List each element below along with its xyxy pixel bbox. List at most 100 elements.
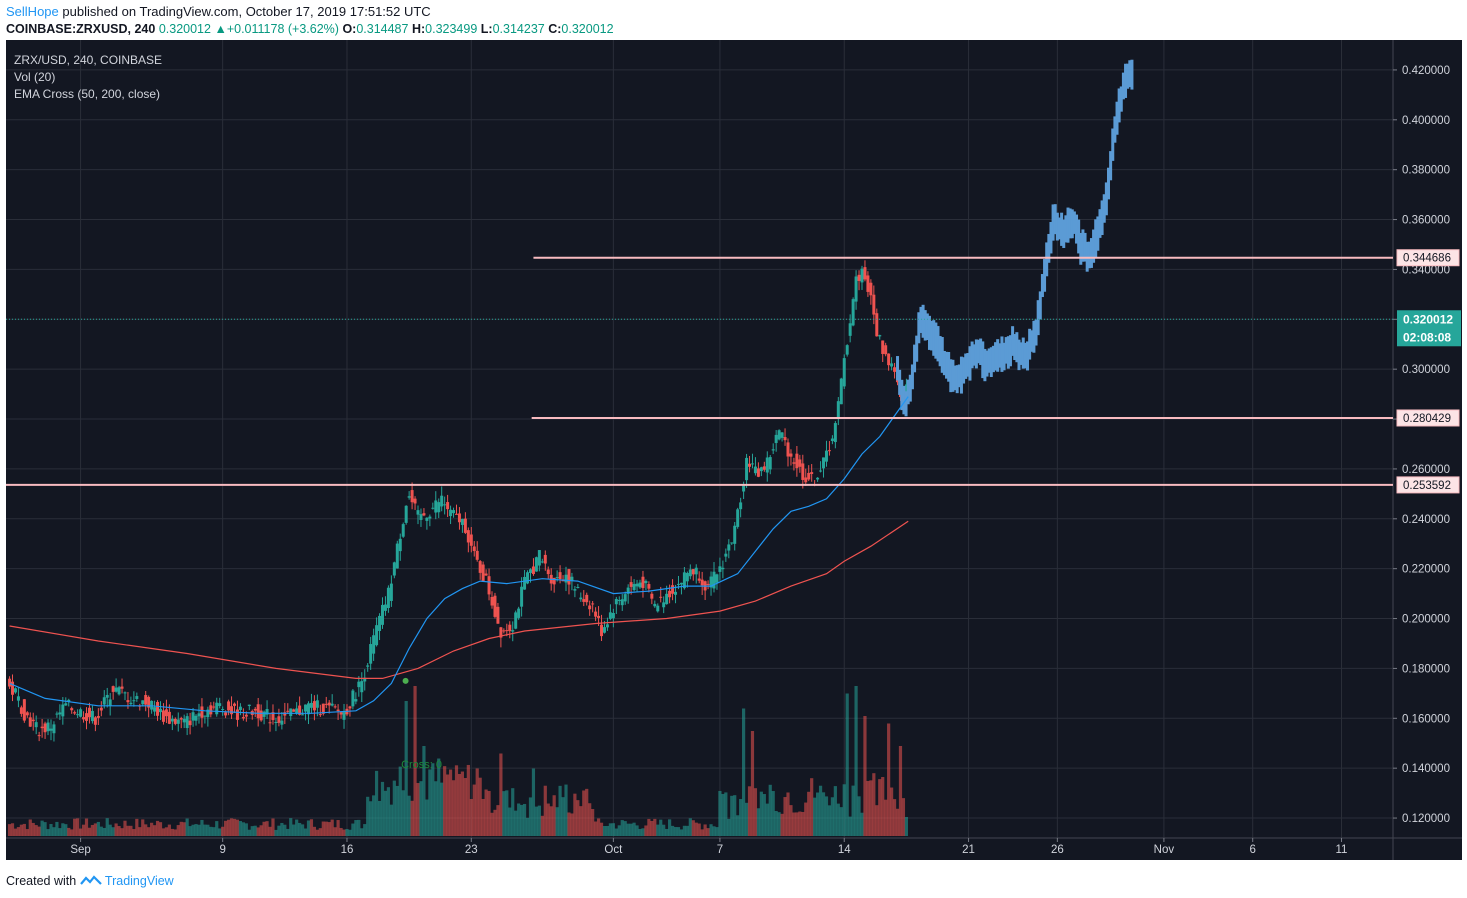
candle-body (822, 457, 826, 469)
projection-bar (1057, 217, 1061, 240)
candle-body (437, 502, 441, 513)
volume-bar (321, 821, 325, 836)
volume-bar (404, 701, 408, 836)
candle-body (768, 457, 772, 470)
y-tick-label: 0.420000 (1402, 65, 1450, 77)
projection-bar (1081, 229, 1085, 262)
projection-bar (981, 341, 985, 379)
close-value: 0.320012 (561, 22, 614, 36)
candle-body (375, 625, 379, 646)
candle-body (215, 702, 219, 715)
volume-bar (244, 823, 248, 836)
candle-body (555, 577, 559, 579)
volume-bar (13, 828, 18, 836)
volume-bar (185, 818, 189, 836)
candle-body (493, 595, 497, 617)
candle-body (647, 584, 651, 589)
projection-bar (898, 369, 902, 395)
candle-body (185, 716, 189, 729)
volume-bar (469, 799, 473, 836)
author-link[interactable]: SellHope (6, 4, 59, 19)
volume-bar (688, 818, 692, 836)
candle-body (230, 706, 234, 715)
volume-bar (318, 828, 322, 836)
projection-bar (1017, 339, 1021, 371)
ohlc-line: COINBASE:ZRXUSD, 240 0.320012 ▲+0.011178… (6, 22, 614, 36)
volume-bar (878, 779, 882, 836)
candle-body (218, 703, 222, 707)
projection-bar (1002, 342, 1006, 371)
chart-area[interactable] (6, 40, 1462, 860)
candle-body (238, 706, 242, 710)
volume-bar (478, 777, 482, 836)
volume-bar (176, 825, 180, 836)
candle-body (804, 477, 808, 483)
candle-body (576, 586, 580, 588)
up-arrow-icon: ▲ (214, 22, 227, 36)
candle-body (626, 587, 630, 594)
candle-body (422, 513, 426, 516)
projection-bar (1115, 101, 1119, 135)
projection-bar (957, 364, 961, 388)
candle-body (197, 713, 201, 717)
volume-bar (765, 803, 769, 836)
volume-bar (123, 820, 127, 836)
volume-bar (377, 800, 382, 836)
candle-body (496, 606, 500, 624)
projection-bar (932, 320, 936, 356)
x-tick-label: 16 (341, 844, 354, 856)
candle-body (662, 602, 666, 608)
volume-bar (84, 818, 89, 836)
projection-bar (1040, 274, 1044, 298)
candle-body (771, 449, 775, 451)
candle-body (425, 517, 429, 521)
volume-bar (614, 828, 618, 836)
volume-bar (212, 827, 216, 836)
projection-bar (1036, 300, 1040, 336)
candle-body (836, 401, 840, 419)
projection-bar (1062, 219, 1066, 248)
projection-bar (951, 359, 955, 392)
candle-body (552, 577, 556, 585)
candle-body (241, 717, 245, 719)
candle-body (64, 703, 68, 706)
projection-bar (1030, 330, 1034, 352)
volume-bar (499, 753, 503, 836)
candle-body (271, 712, 275, 721)
ema-200-line (9, 520, 909, 680)
volume-bar (413, 686, 417, 836)
open-value: 0.314487 (356, 22, 409, 36)
candle-body (28, 717, 32, 727)
volume-bar (58, 828, 62, 836)
volume-bar (277, 825, 281, 836)
candle-body (691, 569, 695, 575)
legend-ema-cross: EMA Cross (50, 200, close) (14, 87, 161, 101)
volume-bar (520, 804, 524, 836)
candle-body (857, 274, 861, 281)
volume-bar (851, 785, 855, 836)
volume-bar (682, 825, 687, 836)
candle-body (333, 706, 337, 708)
legend-volume: Vol (20) (14, 70, 56, 84)
volume-bar (679, 829, 684, 836)
volume-bar (815, 792, 820, 836)
tradingview-link[interactable]: TradingView (104, 874, 174, 888)
candle-body (478, 561, 482, 573)
volume-bar (179, 821, 183, 836)
volume-bar (824, 796, 829, 836)
low-value: 0.314237 (492, 22, 545, 36)
candle-body (440, 495, 444, 507)
projection-bar (994, 342, 998, 371)
close-label: C: (548, 22, 562, 36)
volume-bar (801, 811, 805, 836)
volume-bar (842, 784, 846, 836)
candle-body (256, 704, 260, 719)
volume-bar (425, 799, 429, 836)
projection-bar (1043, 259, 1047, 292)
candle-body (611, 613, 615, 619)
candle-body (490, 596, 494, 606)
projection-bar (1064, 215, 1068, 243)
projection-bar (1102, 194, 1106, 223)
volume-bar (783, 797, 787, 836)
